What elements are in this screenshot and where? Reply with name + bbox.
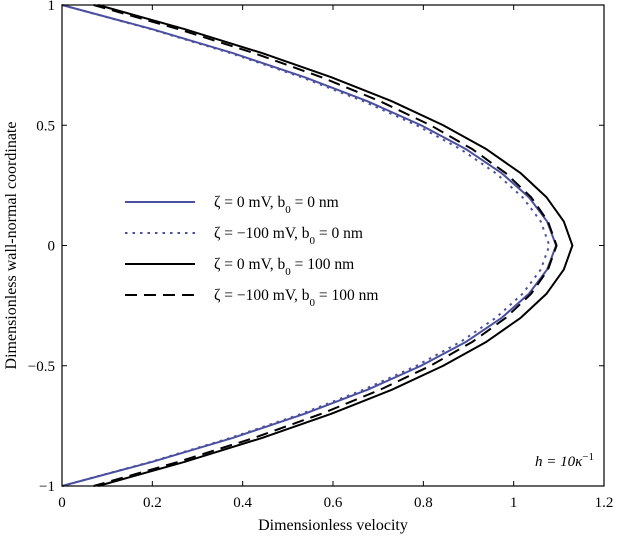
annotation-superscript: −1 bbox=[582, 451, 594, 463]
x-tick-label: 0.2 bbox=[143, 495, 162, 511]
series-line-2 bbox=[61, 4, 551, 487]
y-tick-label: 1 bbox=[48, 0, 56, 14]
x-axis-label: Dimensionless velocity bbox=[258, 517, 408, 534]
y-axis-label: Dimensionless wall-normal coordinate bbox=[3, 122, 20, 370]
legend-label: ζ = 0 mV, b0 = 100 nm bbox=[214, 256, 354, 278]
y-tick-label: 0 bbox=[48, 239, 56, 255]
y-axis-ticks: 1 0.5 0 −0.5 −1 bbox=[28, 0, 604, 495]
spacing-annotation: h = 10κ−1 bbox=[535, 451, 594, 470]
x-tick-label: 0.6 bbox=[324, 495, 343, 511]
series-layer bbox=[61, 4, 574, 487]
x-tick-label: 0.8 bbox=[414, 495, 433, 511]
series-line-3 bbox=[97, 4, 574, 487]
legend-item-2: ζ = −100 mV, b0 = 0 nm bbox=[125, 225, 363, 247]
plot-frame bbox=[61, 4, 605, 487]
legend-label: ζ = 0 mV, b0 = 0 nm bbox=[214, 194, 339, 216]
legend-label: ζ = −100 mV, b0 = 0 nm bbox=[214, 225, 363, 247]
legend: ζ = 0 mV, b0 = 0 nm ζ = −100 mV, b0 = 0 n… bbox=[125, 194, 378, 309]
legend-item-3: ζ = 0 mV, b0 = 100 nm bbox=[125, 256, 354, 278]
y-tick-label: −0.5 bbox=[28, 359, 55, 375]
y-tick-label: 0.5 bbox=[36, 118, 55, 134]
series-line-4 bbox=[93, 4, 558, 487]
legend-item-4: ζ = −100 mV, b0 = 100 nm bbox=[125, 287, 378, 309]
x-tick-label: 0 bbox=[58, 495, 66, 511]
legend-label: ζ = −100 mV, b0 = 100 nm bbox=[214, 287, 378, 309]
x-tick-label: 1 bbox=[510, 495, 518, 511]
annotation-main: h = 10κ bbox=[535, 454, 583, 470]
y-tick-label: −1 bbox=[39, 479, 55, 495]
x-tick-label: 0.4 bbox=[233, 495, 252, 511]
x-tick-label: 1.2 bbox=[595, 495, 614, 511]
legend-item-1: ζ = 0 mV, b0 = 0 nm bbox=[125, 194, 339, 216]
x-axis-ticks: 0 0.2 0.4 0.6 0.8 1 1.2 bbox=[58, 5, 613, 511]
